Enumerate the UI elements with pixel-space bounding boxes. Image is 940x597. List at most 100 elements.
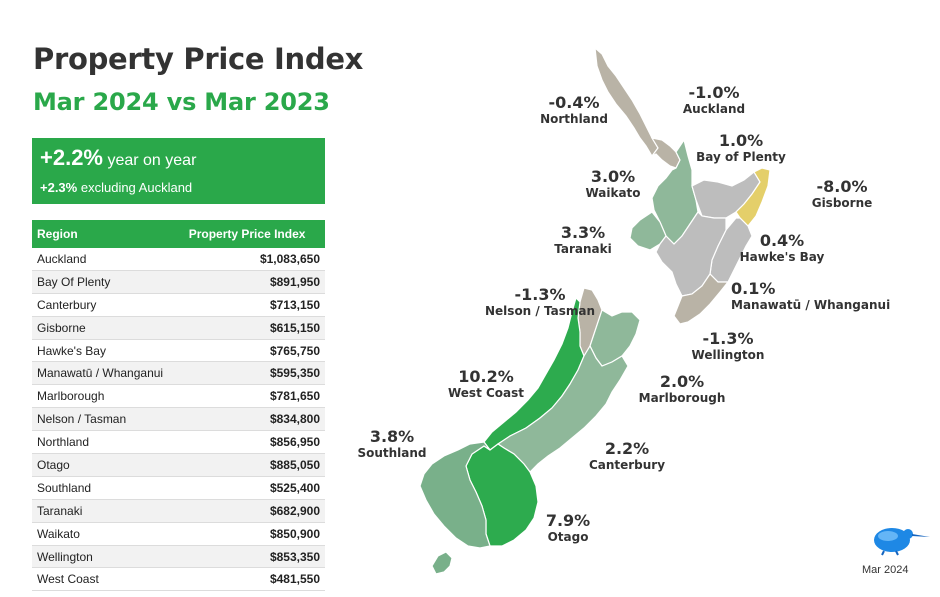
region-taranaki — [629, 211, 667, 251]
region-cell: Marlborough — [32, 384, 184, 409]
index-value-cell: $615,150 — [183, 316, 325, 340]
map-labels: -0.4%Northland -1.0%Auckland 1.0%Bay of Pl… — [357, 83, 890, 544]
region-cell: Manawatū / Whanganui — [32, 361, 184, 386]
kiwi-logo-svg — [874, 528, 930, 556]
index-value-cell: $1,083,650 — [183, 248, 325, 271]
stewart-island — [431, 551, 453, 575]
map-label-name: Nelson / Tasman — [485, 304, 595, 318]
table-row: Marlborough $781,650 — [32, 384, 325, 409]
index-value-cell: $525,400 — [183, 476, 325, 500]
map-label-name: West Coast — [448, 386, 524, 400]
yoy-sub-value: +2.3% — [40, 180, 78, 195]
map-label-pct: 3.0% — [591, 167, 635, 186]
map-label-name: Southland — [357, 446, 426, 460]
region-cell: West Coast — [32, 567, 184, 592]
table-row: Manawatū / Whanganui $595,350 — [32, 361, 325, 386]
map-label-pct: -1.3% — [514, 285, 565, 304]
region-manawatu-whanganui — [655, 211, 727, 297]
map-label-pct: 1.0% — [719, 131, 763, 150]
column-header-index: Property Price Index — [183, 220, 325, 248]
yoy-headline: +2.2% year on year — [40, 145, 317, 174]
yoy-subline: +2.3% excluding Auckland — [40, 180, 317, 195]
map-label-name: Marlborough — [639, 391, 726, 405]
map-label-westcoast: 10.2%West Coast — [448, 367, 524, 400]
index-value-cell: $765,750 — [183, 339, 325, 363]
table-row: Canterbury $713,150 — [32, 293, 325, 317]
map-label-nelson: -1.3%Nelson / Tasman — [485, 285, 595, 318]
map-label-pct: -0.4% — [548, 93, 599, 112]
table-row: Bay Of Plenty $891,950 — [32, 270, 325, 294]
map-label-otago: 7.9%Otago — [546, 511, 590, 544]
region-auckland — [650, 137, 681, 169]
index-value-cell: $853,350 — [183, 545, 325, 569]
map-label-pct: 0.1% — [731, 279, 775, 298]
index-value-cell: $595,350 — [183, 361, 325, 386]
map-label-gisborne: -8.0%Gisborne — [812, 177, 873, 210]
table-row: Wellington $853,350 — [32, 545, 325, 569]
north-island — [594, 46, 771, 325]
map-label-name: Northland — [540, 112, 608, 126]
index-value-cell: $885,050 — [183, 453, 325, 477]
map-label-pct: 3.8% — [370, 427, 414, 446]
map-label-pct: 3.3% — [561, 223, 605, 242]
map-label-name: Auckland — [683, 102, 745, 116]
map-label-name: Manawatū / Whanganui — [731, 298, 890, 312]
yoy-summary-box: +2.2% year on year +2.3% excluding Auckl… — [32, 138, 325, 204]
table-row: Hawke's Bay $765,750 — [32, 339, 325, 363]
map-label-name: Hawke's Bay — [740, 250, 825, 264]
region-cell: Northland — [32, 430, 184, 455]
region-cell: Bay Of Plenty — [32, 270, 184, 294]
map-label-pct: 2.0% — [660, 372, 704, 391]
column-header-region: Region — [32, 220, 184, 248]
page-title: Property Price Index — [33, 42, 364, 76]
map-label-pct: 2.2% — [605, 439, 649, 458]
region-cell: Southland — [32, 476, 184, 500]
table-body: Auckland $1,083,650 Bay Of Plenty $891,950 C… — [32, 248, 325, 592]
map-label-name: Wellington — [692, 348, 765, 362]
table-row: Nelson / Tasman $834,800 — [32, 407, 325, 432]
index-value-cell: $682,900 — [183, 499, 325, 523]
table-row: Auckland $1,083,650 — [32, 248, 325, 271]
index-value-cell: $891,950 — [183, 270, 325, 294]
report-date: Mar 2024 — [862, 564, 909, 576]
table-row: West Coast $481,550 — [32, 567, 325, 592]
yoy-headline-text: year on year — [107, 152, 197, 169]
index-value-cell: $856,950 — [183, 430, 325, 455]
map-label-waikato: 3.0%Waikato — [585, 167, 640, 200]
map-label-pct: -1.0% — [688, 83, 739, 102]
region-cell: Taranaki — [32, 499, 184, 523]
map-label-name: Waikato — [585, 186, 640, 200]
nz-region-map: -0.4%Northland -1.0%Auckland 1.0%Bay of Pl… — [357, 46, 890, 575]
yoy-headline-value: +2.2% — [40, 145, 103, 170]
map-label-canterbury: 2.2%Canterbury — [589, 439, 665, 472]
table-header-row: Region Property Price Index — [32, 220, 325, 248]
map-label-pct: -8.0% — [816, 177, 867, 196]
map-label-pct: 0.4% — [760, 231, 804, 250]
map-label-name: Otago — [548, 530, 589, 544]
index-value-cell: $481,550 — [183, 567, 325, 592]
region-cell: Gisborne — [32, 316, 184, 340]
map-label-name: Canterbury — [589, 458, 665, 472]
table-row: Otago $885,050 — [32, 453, 325, 477]
table-row: Northland $856,950 — [32, 430, 325, 455]
yoy-sub-text: excluding Auckland — [80, 180, 193, 195]
region-cell: Otago — [32, 453, 184, 477]
map-label-marlborough: 2.0%Marlborough — [639, 372, 726, 405]
map-label-taranaki: 3.3%Taranaki — [554, 223, 612, 256]
table-row: Taranaki $682,900 — [32, 499, 325, 523]
south-island — [419, 287, 641, 549]
index-value-cell: $713,150 — [183, 293, 325, 317]
map-label-pct: 10.2% — [458, 367, 514, 386]
index-value-cell: $834,800 — [183, 407, 325, 432]
region-northland — [594, 46, 659, 158]
region-cell: Hawke's Bay — [32, 339, 184, 363]
region-stewart-island — [431, 551, 453, 575]
map-label-auckland: -1.0%Auckland — [683, 83, 745, 116]
region-canterbury — [496, 344, 629, 473]
index-value-cell: $850,900 — [183, 522, 325, 546]
table-row: Waikato $850,900 — [32, 522, 325, 546]
map-label-manawatu: 0.1%Manawatū / Whanganui — [731, 279, 890, 312]
price-index-table: Region Property Price Index Auckland $1,0… — [32, 220, 325, 592]
map-label-name: Bay of Plenty — [696, 150, 786, 164]
table-row: Gisborne $615,150 — [32, 316, 325, 340]
